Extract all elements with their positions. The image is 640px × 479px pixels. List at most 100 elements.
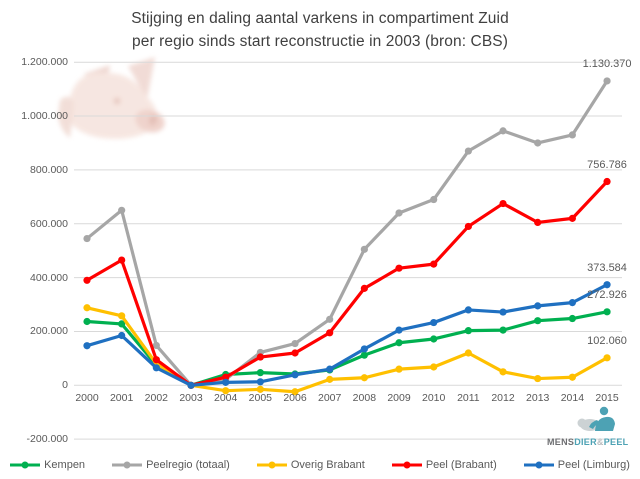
data-point-marker <box>83 304 91 312</box>
series-line <box>86 306 608 394</box>
x-tick-label: 2001 <box>109 392 134 404</box>
data-point-marker <box>326 315 334 323</box>
data-point-marker <box>603 354 611 362</box>
data-point-marker <box>256 353 264 361</box>
legend-swatch-icon <box>391 461 422 469</box>
data-point-marker <box>430 318 438 327</box>
data-point-marker <box>534 218 542 227</box>
data-point-marker <box>187 381 195 389</box>
data-point-marker <box>83 276 91 284</box>
x-tick-label: 2009 <box>387 392 411 404</box>
series-end-label: 373.584 <box>587 261 627 274</box>
data-point-marker <box>256 369 264 377</box>
series-end-label: 102.060 <box>587 334 627 347</box>
data-point-marker <box>360 284 368 292</box>
data-point-marker <box>464 222 472 231</box>
data-point-marker <box>430 335 438 343</box>
logo-text-part: DIER <box>574 437 597 447</box>
data-point-marker <box>291 339 299 348</box>
data-point-marker <box>360 345 368 353</box>
data-point-marker <box>534 317 542 325</box>
y-tick-label: 400.000 <box>30 271 68 284</box>
legend-item: Overig Brabant <box>256 459 365 471</box>
data-point-marker <box>499 326 507 334</box>
data-point-marker <box>222 378 230 386</box>
legend-label: Peelregio (totaal) <box>146 459 230 471</box>
series-line <box>85 80 609 387</box>
data-point-marker <box>152 364 160 372</box>
legend-swatch-icon <box>10 461 41 469</box>
mensdierpeel-logo-text: MENSDIER&PEEL <box>547 437 628 447</box>
x-tick-label: 2003 <box>179 392 203 404</box>
data-point-marker <box>395 264 403 272</box>
legend-item: Kempen <box>10 459 85 471</box>
data-point-marker <box>118 320 126 328</box>
x-tick-label: 2015 <box>595 392 619 404</box>
data-point-marker <box>534 139 542 147</box>
data-point-marker <box>430 260 438 268</box>
logo-text-part: & <box>596 437 604 447</box>
data-point-marker <box>360 245 368 253</box>
data-point-marker <box>603 177 611 186</box>
legend-label: Overig Brabant <box>290 459 365 471</box>
data-point-marker <box>256 378 264 386</box>
data-point-marker <box>360 351 368 359</box>
series-line <box>86 180 609 387</box>
data-point-marker <box>326 375 334 383</box>
data-point-marker <box>430 195 438 204</box>
data-point-marker <box>499 199 507 208</box>
data-point-marker <box>464 306 472 314</box>
legend-label: Peel (Brabant) <box>425 459 497 471</box>
data-point-marker <box>152 341 160 350</box>
data-point-marker <box>152 356 160 364</box>
data-point-marker <box>568 299 576 307</box>
series-line <box>86 310 608 387</box>
legend-label: Kempen <box>44 459 86 471</box>
data-point-marker <box>360 374 368 382</box>
data-point-marker <box>83 317 91 326</box>
x-tick-label: 2000 <box>75 392 99 404</box>
chart-title-line1: Stijging en daling aantal varkens in com… <box>131 10 509 27</box>
data-point-marker <box>568 314 576 323</box>
data-point-marker <box>222 387 230 395</box>
legend-label: Peel (Limburg) <box>557 459 630 471</box>
legend-item: Peelregio (totaal) <box>112 459 230 471</box>
data-point-marker <box>291 371 299 379</box>
series-end-label: 1.130.370 <box>582 57 632 70</box>
data-point-marker <box>603 308 611 316</box>
series-layer <box>83 77 611 396</box>
data-point-marker <box>395 326 403 334</box>
data-point-marker <box>603 281 611 289</box>
data-point-marker <box>291 349 299 357</box>
data-point-marker <box>118 312 126 320</box>
data-point-marker <box>83 342 91 350</box>
x-tick-label: 2004 <box>213 392 238 404</box>
pig-watermark-icon <box>58 57 165 139</box>
x-tick-label: 2012 <box>491 392 515 404</box>
data-point-marker <box>464 147 472 155</box>
data-point-marker <box>83 234 91 243</box>
mensdierpeel-logo: MENSDIER&PEEL <box>547 405 628 447</box>
chart-title: Stijging en daling aantal varkens in com… <box>0 7 640 53</box>
legend-item: Peel (Brabant) <box>391 459 497 471</box>
data-point-marker <box>118 206 126 214</box>
data-point-marker <box>222 373 230 381</box>
data-point-marker <box>499 127 507 135</box>
data-point-marker <box>326 329 334 337</box>
data-point-marker <box>568 214 576 222</box>
data-point-marker <box>118 331 126 340</box>
data-point-marker <box>464 327 472 335</box>
series-end-label: 272.926 <box>587 288 627 301</box>
legend-swatch-icon <box>112 461 143 469</box>
data-point-marker <box>534 302 542 310</box>
y-tick-label: 800.000 <box>30 163 68 176</box>
series-end-label: 756.786 <box>587 158 627 171</box>
legend-swatch-icon <box>523 461 554 469</box>
x-tick-label: 2014 <box>560 392 585 404</box>
data-point-marker <box>499 308 507 316</box>
x-tick-label: 2007 <box>318 392 342 404</box>
gridlines <box>74 61 622 440</box>
y-tick-label: -200.000 <box>26 433 68 446</box>
